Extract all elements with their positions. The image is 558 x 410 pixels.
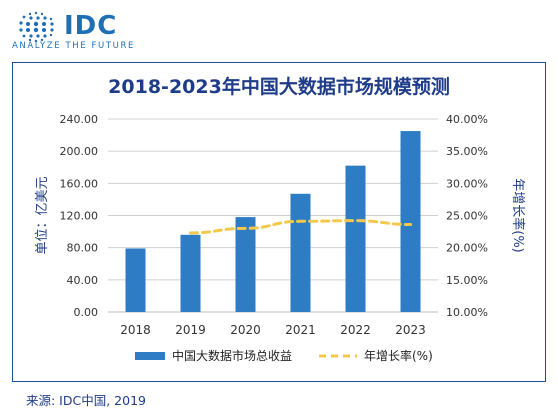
x-tick-label: 2020	[230, 323, 261, 337]
bar	[290, 193, 311, 312]
legend-label-bar: 中国大数据市场总收益	[172, 348, 292, 363]
y2-tick-label: 10.00%	[446, 306, 488, 319]
logo-tagline: ANALYZE THE FUTURE	[12, 41, 135, 51]
bar	[345, 165, 366, 312]
globe-icon	[19, 11, 54, 42]
legend-label-line: 年增长率(%)	[364, 348, 433, 363]
chart-title: 2018-2023年中国大数据市场规模预测	[108, 76, 450, 98]
x-tick-label: 2021	[285, 323, 316, 337]
y2-tick-label: 35.00%	[446, 145, 488, 158]
growth-rate-line	[189, 219, 412, 235]
y-axis-label: 单位：亿美元	[35, 176, 50, 254]
x-tick-label: 2018	[120, 323, 151, 337]
y-tick-label: 240.00	[60, 113, 99, 126]
logo-name: IDC	[64, 11, 118, 41]
y2-tick-label: 40.00%	[446, 113, 488, 126]
y2-tick-label: 15.00%	[446, 274, 488, 287]
x-tick-label: 2022	[340, 323, 371, 337]
y-tick-label: 200.00	[60, 145, 99, 158]
y-tick-label: 160.00	[60, 177, 99, 190]
y-tick-label: 80.00	[67, 242, 99, 255]
y-tick-label: 40.00	[67, 274, 99, 287]
y2-tick-label: 30.00%	[446, 177, 488, 190]
source-note: 来源: IDC中国, 2019	[26, 393, 146, 408]
y-tick-label: 120.00	[60, 210, 99, 223]
y2-axis-label: 年增长率(%)	[510, 178, 526, 253]
legend-swatch-bar	[135, 352, 165, 360]
y2-tick-label: 25.00%	[446, 210, 488, 223]
y-tick-label: 0.00	[74, 306, 99, 319]
idc-logo: IDC ANALYZE THE FUTURE	[12, 8, 142, 51]
x-tick-label: 2023	[395, 323, 426, 337]
bar	[235, 217, 256, 312]
bar	[125, 248, 146, 312]
bar	[400, 131, 421, 312]
bar	[180, 234, 201, 312]
x-tick-label: 2019	[175, 323, 206, 337]
chart-frame	[12, 62, 546, 382]
y2-tick-label: 20.00%	[446, 242, 488, 255]
